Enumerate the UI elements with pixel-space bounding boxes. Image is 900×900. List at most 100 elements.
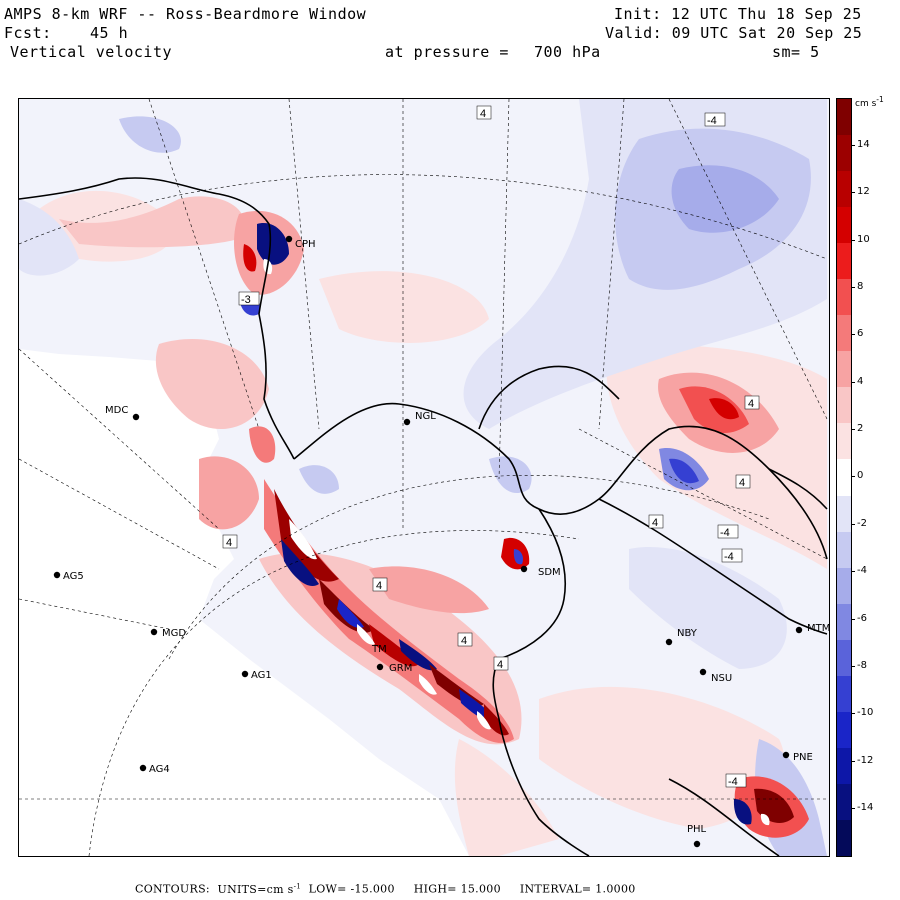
colorbar-tick — [851, 145, 855, 146]
svg-text:GRM: GRM — [389, 663, 412, 674]
station-AG5: AG5 — [53, 571, 84, 582]
colorbar-unit: cm s-1 — [855, 95, 884, 109]
colorbar-tick — [851, 381, 855, 383]
init-time: Init: 12 UTC Thu 18 Sep 25 — [614, 5, 862, 23]
station-PHL: PHL — [687, 824, 707, 848]
field-name: Vertical velocity — [10, 43, 173, 61]
colorbar-tick — [851, 807, 855, 809]
station-MTM: MTM — [795, 623, 829, 634]
station-GRM: GRM — [376, 663, 412, 674]
colorbar-tick — [851, 429, 855, 431]
colorbar-tick-label: 6 — [857, 328, 864, 340]
off-domain-region — [19, 349, 469, 856]
sdm-disturbance — [501, 537, 530, 570]
stations: CPH MDC NGL AG5 MGD AG1 AG4 GRM TM SDM N… — [53, 235, 829, 848]
colorbar-tick-label: 10 — [857, 233, 870, 245]
colorbar-tick — [851, 665, 855, 667]
svg-text:AG5: AG5 — [63, 571, 84, 582]
colorbar-segment — [837, 279, 851, 316]
colorbar-segment — [837, 531, 851, 569]
svg-text:AG1: AG1 — [251, 670, 272, 681]
contour-label: -4 — [725, 773, 747, 788]
colorbar-tick — [851, 523, 855, 525]
map-title: AMPS 8-km WRF -- Ross-Beardmore Window — [4, 5, 367, 23]
svg-text:MGD: MGD — [162, 628, 186, 639]
pressure-value: 700 hPa — [534, 43, 601, 61]
contour-label: -4 — [721, 548, 743, 563]
svg-text:4: 4 — [497, 659, 503, 671]
station-PNE: PNE — [782, 751, 813, 763]
svg-text:4: 4 — [376, 580, 382, 592]
colorbar-segment — [837, 567, 851, 605]
colorbar-tick-label: -2 — [857, 517, 867, 529]
colorbar-segment — [837, 783, 851, 821]
contour-label: 4 — [476, 105, 492, 120]
svg-text:PHL: PHL — [687, 824, 707, 835]
contour-label: 4 — [457, 632, 473, 647]
colorbar-tick-label: 4 — [857, 375, 864, 387]
colorbar-tick-label: -10 — [857, 707, 874, 719]
contour-label: 4 — [493, 656, 509, 671]
svg-text:4: 4 — [739, 477, 745, 489]
colorbar-tick — [851, 713, 855, 715]
station-NGL: NGL — [403, 411, 436, 426]
svg-text:CPH: CPH — [295, 239, 316, 250]
station-MGD: MGD — [150, 628, 186, 639]
svg-text:-4: -4 — [724, 551, 734, 563]
map-canvas: CPH MDC NGL AG5 MGD AG1 AG4 GRM TM SDM N… — [19, 99, 829, 856]
colorbar-tick-label: -6 — [857, 612, 867, 624]
mountain-wave-band — [264, 479, 514, 743]
graticule — [19, 99, 828, 856]
colorbar-tick-label: 0 — [857, 470, 864, 482]
colorbar-segment — [837, 351, 851, 388]
interval-value: INTERVAL= 1.0000 — [519, 882, 636, 896]
svg-text:4: 4 — [652, 517, 658, 529]
vertical-velocity-map: CPH MDC NGL AG5 MGD AG1 AG4 GRM TM SDM N… — [18, 98, 830, 857]
colorbar-segment — [837, 747, 851, 785]
contour-label: 4 — [744, 395, 760, 410]
southeast-disturbance — [733, 776, 809, 838]
contour-label: -4 — [717, 524, 739, 539]
colorbar-tick-label: -4 — [857, 565, 867, 577]
colorbar-segment — [837, 639, 851, 677]
svg-text:MDC: MDC — [105, 405, 128, 416]
contour-info: CONTOURS: UNITS=cm s-1 LOW= -15.000 HIGH… — [135, 882, 636, 896]
units-label: UNITS=cm s-1 — [217, 882, 302, 896]
forecast-hour: 45 h — [90, 24, 129, 42]
colorbar-segment — [837, 99, 851, 136]
contour-label: 4 — [222, 534, 238, 549]
svg-text:-3: -3 — [241, 294, 251, 306]
svg-text:4: 4 — [226, 537, 232, 549]
colorbar-tick-label: 8 — [857, 281, 864, 293]
colorbar-segment — [837, 603, 851, 641]
colorbar-tick-label: -12 — [857, 754, 874, 766]
svg-text:4: 4 — [748, 398, 754, 410]
colorbar-segment — [837, 495, 851, 533]
low-value: LOW= -15.000 — [308, 882, 395, 896]
svg-text:PNE: PNE — [793, 752, 813, 763]
station-SDM: SDM — [520, 565, 561, 578]
contour-label: 4 — [372, 577, 388, 592]
colorbar-tick — [851, 334, 855, 336]
svg-text:TM: TM — [371, 644, 387, 655]
colorbar-tick — [851, 239, 855, 241]
svg-text:-4: -4 — [728, 776, 738, 788]
colorbar-segment — [837, 207, 851, 244]
colorbar-segment — [837, 711, 851, 749]
colorbar-tick — [851, 571, 855, 573]
colorbar — [836, 98, 852, 857]
contour-label: 4 — [735, 474, 751, 489]
station-NBY: NBY — [665, 628, 698, 646]
coastlines — [19, 177, 828, 856]
svg-text:NGL: NGL — [415, 411, 436, 422]
colorbar-segment — [837, 315, 851, 352]
svg-text:4: 4 — [480, 108, 486, 120]
contour-label: -3 — [238, 291, 260, 306]
colorbar-segment — [837, 243, 851, 280]
svg-text:SDM: SDM — [538, 567, 561, 578]
svg-text:NSU: NSU — [711, 673, 732, 684]
station-AG4: AG4 — [139, 764, 170, 775]
colorbar-tick — [851, 476, 855, 478]
colorbar-tick — [851, 760, 855, 762]
station-TM: TM — [371, 644, 387, 655]
